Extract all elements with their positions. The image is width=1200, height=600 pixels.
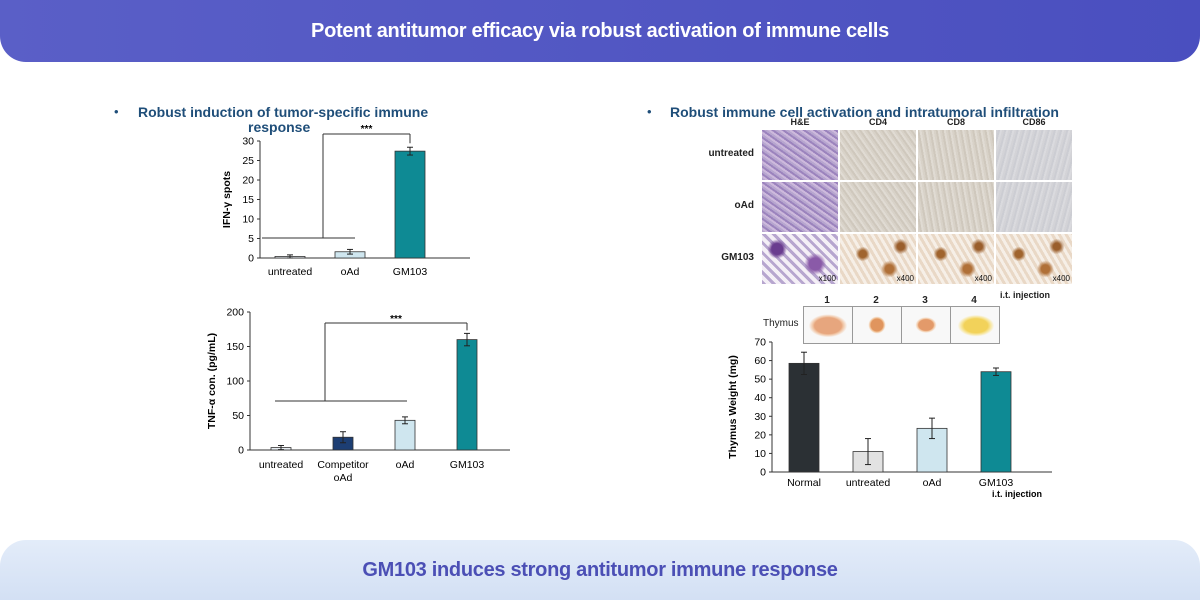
ihc-image-oad-cd8	[918, 182, 994, 232]
y-axis-label: TNF-α con. (pg/mL)	[206, 333, 218, 429]
thymus-label: Thymus	[763, 318, 799, 329]
left-section-title-line2: response	[248, 119, 311, 135]
ihc-column-header: CD4	[868, 117, 887, 127]
y-tick-label: 5	[248, 233, 254, 245]
x-tick-label: oAd	[334, 472, 353, 484]
ihc-image-gm103-he: x100	[762, 234, 838, 284]
y-tick-label: 20	[242, 175, 254, 187]
ihc-image-untreated-he	[762, 130, 838, 180]
x-tick-label: GM103	[393, 266, 428, 278]
significance-marker: ***	[390, 314, 402, 325]
thymus-photo	[901, 306, 951, 344]
footer-banner: GM103 induces strong antitumor immune re…	[0, 540, 1200, 600]
y-tick-label: 0	[248, 253, 254, 265]
ihc-image-oad-cd4	[840, 182, 916, 232]
magnification-label: x100	[818, 274, 836, 283]
y-tick-label: 50	[754, 374, 766, 386]
x-tick-label: untreated	[259, 459, 304, 471]
ihc-image-oad-he	[762, 182, 838, 232]
thymus-number: 3	[922, 295, 928, 306]
ihc-image-untreated-cd86	[996, 130, 1072, 180]
ihc-column-header: CD86	[1022, 117, 1046, 127]
ihc-column-header: H&E	[790, 117, 810, 127]
x-tick-label: GM103	[450, 459, 485, 471]
y-tick-label: 30	[754, 411, 766, 423]
right-section-title: Robust immune cell activation and intrat…	[670, 104, 1059, 120]
x-tick-label: oAd	[341, 266, 360, 278]
thymus-weight-chart: 0 10 20 30 40 50 60 70 Thymus Weight (mg) Normal u…	[727, 337, 1052, 499]
left-section-title-line1: Robust induction of tumor-specific immun…	[138, 104, 429, 120]
y-tick-label: 150	[226, 341, 244, 353]
header-title: Potent antitumor efficacy via robust act…	[311, 19, 889, 42]
x-tick-label: untreated	[268, 266, 313, 278]
ihc-row-header: oAd	[734, 200, 754, 211]
bar-gm103	[456, 339, 478, 451]
x-tick-label: oAd	[923, 477, 942, 489]
y-tick-label: 70	[754, 337, 766, 349]
thymus-photo	[803, 306, 853, 344]
ihc-image-oad-cd86	[996, 182, 1072, 232]
thymus-photo	[852, 306, 902, 344]
y-tick-label: 25	[242, 155, 254, 167]
ihc-image-untreated-cd4	[840, 130, 916, 180]
right-bullet: •	[647, 104, 652, 119]
thymus-number: 4	[971, 295, 977, 306]
magnification-label: x400	[1052, 274, 1070, 283]
header-banner: Potent antitumor efficacy via robust act…	[0, 0, 1200, 62]
ihc-row-header: untreated	[708, 148, 754, 159]
thymus-photo	[950, 306, 1000, 344]
x-tick-label: untreated	[846, 477, 891, 489]
x-tick-label: oAd	[396, 459, 415, 471]
thymus-number: 1	[824, 295, 830, 306]
tnf-alpha-chart: 0 50 100 150 200 TNF-α con. (pg/mL) untreated C…	[206, 307, 510, 484]
y-tick-label: 50	[232, 410, 244, 422]
y-tick-label: 0	[238, 445, 244, 457]
magnification-label: x400	[896, 274, 914, 283]
left-bullet: •	[114, 104, 119, 119]
y-tick-label: 40	[754, 392, 766, 404]
y-axis-label: IFN-γ spots	[221, 171, 233, 228]
y-tick-label: 10	[242, 214, 254, 226]
y-tick-label: 0	[760, 467, 766, 479]
ihc-column-header: CD8	[946, 117, 965, 127]
bar-gm103	[980, 371, 1012, 473]
ihc-image-gm103-cd8: x400	[918, 234, 994, 284]
y-tick-label: 60	[754, 355, 766, 367]
ifn-gamma-chart: 0 5 10 15 20 25 30 IFN-γ spots untreated oAd GM103…	[221, 124, 470, 278]
bar-gm103	[394, 150, 426, 259]
x-tick-label: GM103	[979, 477, 1014, 489]
y-tick-label: 10	[754, 448, 766, 460]
significance-marker: ***	[361, 124, 373, 135]
magnification-label: x400	[974, 274, 992, 283]
footer-title: GM103 induces strong antitumor immune re…	[362, 558, 838, 581]
bar-normal	[788, 362, 820, 473]
ihc-image-gm103-cd4: x400	[840, 234, 916, 284]
y-tick-label: 200	[226, 307, 244, 319]
ihc-image-gm103-cd86: x400	[996, 234, 1072, 284]
thymus-number: 2	[873, 295, 879, 306]
x-tick-label: Normal	[787, 477, 821, 489]
y-tick-label: 20	[754, 429, 766, 441]
bar-oad	[394, 419, 416, 451]
x-tick-label: Competitor	[317, 459, 369, 471]
ihc-image-untreated-cd8	[918, 130, 994, 180]
ihc-row-header: GM103	[721, 252, 754, 263]
y-tick-label: 15	[242, 194, 254, 206]
y-axis-label: Thymus Weight (mg)	[727, 355, 739, 459]
chart-note: i.t. injection	[992, 489, 1042, 499]
ihc-image-grid: H&E CD4 CD8 CD86 untreated oAd GM103 x100 x400 x4…	[700, 117, 1072, 312]
y-tick-label: 30	[242, 136, 254, 148]
ihc-note: i.t. injection	[1000, 290, 1051, 300]
y-tick-label: 100	[226, 376, 244, 388]
